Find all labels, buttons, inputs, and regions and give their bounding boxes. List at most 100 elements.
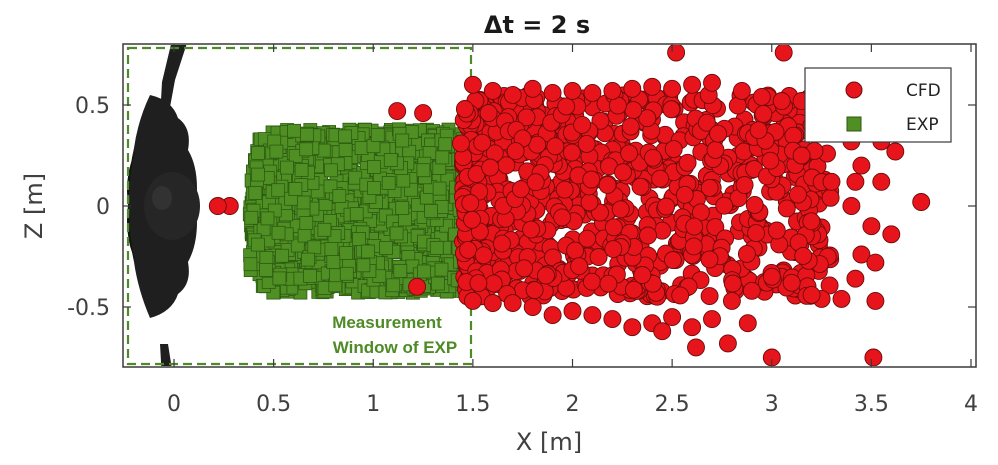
exp-point <box>301 252 315 267</box>
cfd-point <box>515 259 534 278</box>
cfd-point <box>789 185 807 204</box>
cfd-point <box>603 310 622 329</box>
cfd-point <box>675 185 694 204</box>
exp-point <box>338 143 353 157</box>
cfd-point <box>580 193 599 212</box>
cfd-point <box>706 218 725 237</box>
x-axis-label: X [m] <box>516 428 582 456</box>
exp-point <box>430 276 445 291</box>
cfd-point <box>832 289 851 308</box>
exp-point <box>348 170 363 185</box>
cfd-point <box>621 117 640 136</box>
cfd-point <box>821 188 840 207</box>
x-tick-label: 1 <box>366 392 380 417</box>
cfd-point <box>525 281 544 300</box>
cfd-point <box>774 45 793 62</box>
exp-point <box>367 181 381 195</box>
mannequin-icon <box>127 45 200 366</box>
cfd-point <box>459 240 478 259</box>
cfd-point <box>709 124 728 143</box>
cfd-point <box>583 306 602 325</box>
cfd-point <box>735 176 754 194</box>
cfd-point <box>388 102 407 121</box>
cfd-point <box>685 217 704 236</box>
cfd-point <box>718 334 737 353</box>
cfd-point <box>678 153 697 172</box>
cfd-point <box>792 146 811 165</box>
chart-title: Δt = 2 s <box>484 11 590 39</box>
exp-point <box>272 271 287 286</box>
cfd-point <box>732 81 751 100</box>
cfd-point <box>852 245 871 264</box>
cfd-point <box>582 272 601 291</box>
cfd-point <box>862 217 881 236</box>
cfd-point <box>742 281 761 300</box>
cfd-point <box>623 318 642 337</box>
exp-point <box>271 225 286 240</box>
y-tick-label: 0.5 <box>75 94 110 119</box>
exp-point <box>299 142 314 157</box>
exp-point <box>352 232 367 247</box>
measurement-window-box <box>126 46 473 366</box>
cfd-point <box>623 79 642 98</box>
cfd-point <box>570 257 589 276</box>
cfd-point <box>546 137 565 156</box>
cfd-point <box>591 111 610 130</box>
cfd-point <box>700 287 719 306</box>
legend-box <box>804 67 952 143</box>
cfd-point <box>864 348 883 366</box>
cfd-point <box>886 142 905 161</box>
exp-point <box>297 228 312 243</box>
cfd-point <box>703 73 721 92</box>
cfd-point <box>653 322 672 341</box>
exp-point <box>296 195 311 210</box>
exp-point <box>379 240 394 255</box>
exp-point <box>339 246 354 261</box>
legend: CFD EXP <box>804 67 952 143</box>
cfd-point <box>555 180 574 199</box>
cfd-point <box>820 276 839 295</box>
exp-point <box>244 210 259 225</box>
cfd-point <box>663 79 682 98</box>
exp-point <box>398 212 413 227</box>
cfd-point <box>557 97 576 116</box>
cfd-point <box>657 197 676 216</box>
exp-point <box>383 153 398 168</box>
exp-point <box>395 200 410 215</box>
exp-point <box>361 244 375 259</box>
cfd-point <box>573 115 592 134</box>
cfd-point <box>651 169 670 188</box>
cfd-point <box>511 180 530 199</box>
cfd-point <box>852 156 871 175</box>
cfd-point <box>749 121 768 140</box>
cfd-point <box>506 142 525 161</box>
cfd-point <box>662 100 681 119</box>
exp-point <box>275 248 289 263</box>
cfd-point <box>715 196 734 215</box>
cfd-point <box>866 291 885 310</box>
cfd-point <box>745 195 764 214</box>
cfd-series <box>208 45 931 366</box>
cfd-point <box>737 244 756 263</box>
cfd-point <box>537 266 555 285</box>
exp-point <box>429 240 444 255</box>
cfd-point <box>523 298 542 316</box>
cfd-point <box>522 220 541 239</box>
cfd-point <box>684 237 703 256</box>
cfd-point <box>703 310 721 329</box>
cfd-point <box>846 172 865 191</box>
cfd-point <box>604 240 623 259</box>
exp-point <box>303 268 318 283</box>
cfd-point <box>631 177 650 196</box>
exp-point <box>299 216 314 230</box>
cfd-point <box>562 143 581 162</box>
cfd-point <box>543 83 562 102</box>
cfd-point <box>624 101 643 120</box>
y-tick-label: -0.5 <box>67 296 110 321</box>
cfd-point <box>484 274 503 293</box>
exp-point <box>300 127 314 142</box>
x-tick-label: 4 <box>964 392 978 417</box>
cfd-point <box>543 306 562 325</box>
exp-point <box>250 237 265 252</box>
exp-point <box>438 137 453 152</box>
